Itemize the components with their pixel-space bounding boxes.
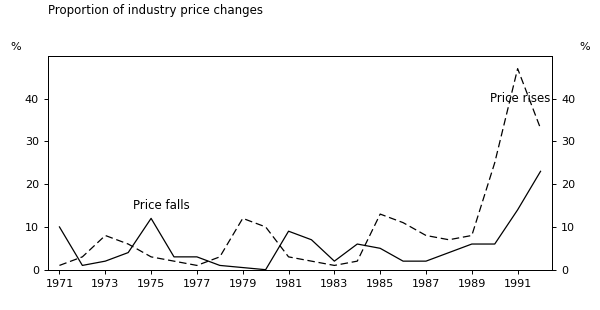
Text: Proportion of industry price changes: Proportion of industry price changes — [48, 4, 263, 17]
Text: Price rises: Price rises — [490, 92, 551, 105]
Text: %: % — [10, 42, 20, 51]
Text: %: % — [580, 42, 590, 51]
Text: Price falls: Price falls — [133, 199, 190, 212]
